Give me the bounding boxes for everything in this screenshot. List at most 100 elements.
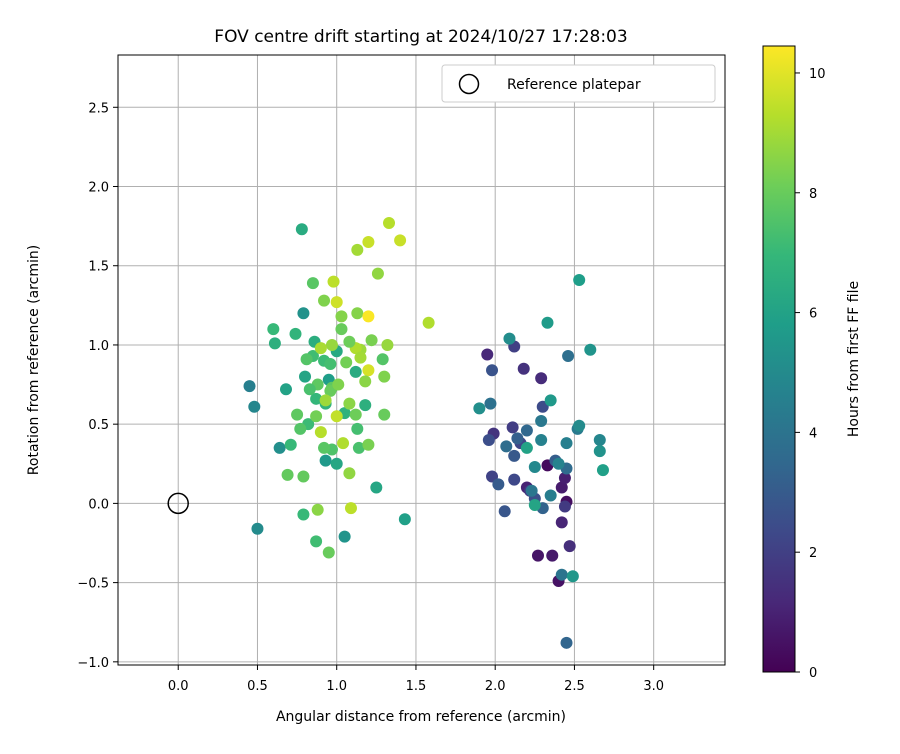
data-point [528,460,541,473]
data-point [573,273,586,286]
data-point [335,323,348,336]
data-point [562,350,575,363]
data-point [546,549,559,562]
colorbar-tick-label: 0 [809,666,817,681]
y-tick-label: −1.0 [77,656,109,671]
data-point [291,408,304,421]
data-point [311,503,324,516]
data-point [511,432,524,445]
data-point [362,364,375,377]
data-point [394,234,407,247]
data-point [378,408,391,421]
x-tick-label: 2.5 [564,679,585,694]
data-point [322,546,335,559]
data-point [281,468,294,481]
data-point [310,410,323,423]
data-point [520,424,533,437]
data-point [337,437,350,450]
data-point [352,441,365,454]
data-point [330,296,343,309]
data-point [506,421,519,434]
data-point [318,294,331,307]
data-point [349,408,362,421]
colorbar-tick-label: 4 [809,426,817,441]
data-point [251,522,264,535]
data-point [343,467,356,480]
x-tick-label: 2.0 [485,679,506,694]
data-point [354,351,367,364]
chart-title: FOV centre drift starting at 2024/10/27 … [214,27,627,47]
data-point [520,441,533,454]
data-point [330,457,343,470]
data-point [362,235,375,248]
data-point [297,470,310,483]
data-point [338,530,351,543]
data-point [566,570,579,583]
colorbar [762,45,796,673]
data-point [295,223,308,236]
y-tick-label: 0.5 [88,418,109,433]
y-axis-ticks: −1.0 −0.5 0.0 0.5 1.0 1.5 2.0 2.5 [77,101,118,671]
y-tick-label: 1.0 [88,339,109,354]
data-point [362,310,375,323]
data-point [535,434,548,447]
data-point [299,370,312,383]
data-point [319,454,332,467]
data-point [297,508,310,521]
data-point [596,464,609,477]
data-point [314,426,327,439]
data-point [531,549,544,562]
data-point [371,267,384,280]
data-point [525,484,538,497]
data-point [279,383,292,396]
grid [118,55,725,665]
data-point [481,348,494,361]
data-point [503,332,516,345]
data-point [325,338,338,351]
y-tick-label: −0.5 [77,577,109,592]
x-tick-label: 0.5 [247,679,268,694]
colorbar-tick-label: 8 [809,187,817,202]
data-point [332,378,345,391]
data-point [340,356,353,369]
y-tick-label: 2.0 [88,181,109,196]
legend-label: Reference platepar [507,77,641,93]
data-point [314,342,327,355]
reference-marker-group [167,492,189,515]
data-point [508,473,521,486]
data-point [351,243,364,256]
data-point [381,338,394,351]
data-point [378,370,391,383]
data-point [555,516,568,529]
data-point [349,365,362,378]
data-point [300,353,313,366]
colorbar-tick-label: 6 [809,307,817,322]
data-point [343,397,356,410]
data-point [563,540,576,553]
data-point [593,445,606,458]
data-point [376,353,389,366]
data-point [486,364,499,377]
data-point [310,535,323,548]
legend-box [441,64,716,103]
data-point [555,481,568,494]
data-point [517,362,530,375]
data-point [528,498,541,511]
data-point [535,372,548,385]
data-point [383,216,396,229]
colorbar-label: Hours from first FF file [846,281,862,437]
data-point [351,307,364,320]
data-point [560,636,573,649]
data-point [558,500,571,513]
legend: Reference platepar [441,64,716,103]
data-point [370,481,383,494]
y-axis-label: Rotation from reference (arcmin) [26,245,42,475]
data-point [330,410,343,423]
x-tick-label: 3.0 [643,679,664,694]
data-points [243,216,609,649]
data-point [365,334,378,347]
data-point [398,513,411,526]
data-point [344,502,357,515]
data-point [593,434,606,447]
data-point [324,357,337,370]
